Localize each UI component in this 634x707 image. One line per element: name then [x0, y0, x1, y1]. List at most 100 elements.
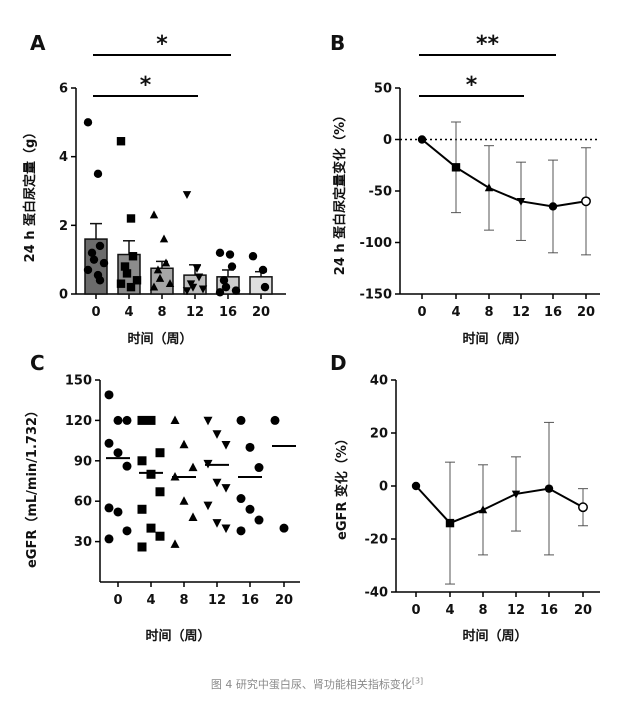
panel-d-ytick-label: 40: [370, 374, 388, 389]
panel-c-point: [104, 534, 114, 544]
panel-b-point: [484, 183, 494, 192]
panel-c-ytick-label: 30: [74, 535, 92, 550]
panel-a-point: [248, 252, 258, 261]
panel-c-point: [188, 462, 198, 472]
panel-a-point: [122, 269, 132, 278]
panel-d-xtick-label: 20: [574, 603, 592, 618]
panel-c-point: [212, 519, 222, 528]
panel-c-xtick-label: 16: [241, 593, 259, 608]
panel-c-point: [122, 461, 132, 471]
panel-c-point: [146, 469, 156, 479]
panel-a-point: [126, 282, 136, 292]
panel-d-xtick-label: 0: [411, 603, 420, 618]
panel-d-series-line: [415, 485, 584, 525]
panel-a-point: [95, 276, 105, 285]
panel-b-xlabel: 时间（周）: [462, 331, 527, 347]
panel-a-xtick-label: 16: [219, 305, 237, 320]
panel-a-plot: 0 2 4 6 0 4 8 12 16 20 **: [59, 32, 286, 320]
panel-a-point: [155, 273, 165, 282]
panel-a-point: [227, 262, 237, 271]
panel-b-point: [516, 197, 526, 206]
panel-c-point: [137, 504, 147, 514]
panel-a-point: [215, 288, 225, 297]
panel-a-point: [182, 191, 192, 200]
panel-c-xtick-label: 12: [208, 593, 226, 608]
panel-a-xtick-label: 4: [124, 305, 133, 320]
panel-b-xtick-label: 8: [484, 305, 493, 320]
panel-a-point: [182, 287, 192, 296]
panel-c: C eGFR（mL/min/1.732） 时间（周） 150 120 90 60 30 0…: [24, 351, 300, 644]
panel-a-point: [83, 265, 93, 275]
panel-a-point: [192, 264, 202, 273]
panel-a-point: [149, 282, 159, 291]
panel-a-significance-label: *: [140, 73, 152, 98]
panel-c-point: [221, 484, 231, 493]
panel-c-point: [122, 526, 132, 536]
panel-a-point: [165, 279, 175, 288]
panel-a-point: [231, 286, 241, 295]
panel-c-point: [203, 416, 213, 426]
panel-c-point: [179, 439, 189, 449]
panel-d-point: [411, 481, 421, 491]
panel-d-ytick-label: -20: [365, 533, 389, 548]
panel-a-point: [99, 258, 109, 268]
panel-a-xtick-label: 20: [252, 305, 270, 320]
panel-c-xtick-label: 4: [146, 593, 155, 608]
panel-c-point: [113, 448, 123, 458]
panel-b-point: [417, 135, 427, 144]
panel-c-ylabel: eGFR（mL/min/1.732）: [24, 404, 40, 568]
panel-d-xtick-label: 4: [445, 603, 454, 618]
panel-b-ytick-label: 0: [383, 133, 392, 148]
panel-b-ytick-label: 50: [374, 82, 392, 97]
panel-c-letter: C: [30, 351, 45, 375]
panel-c-xtick-label: 20: [275, 593, 293, 608]
panel-b-xtick-label: 20: [577, 305, 595, 320]
panel-a-point: [258, 265, 268, 275]
panel-a-point: [149, 210, 159, 219]
panel-a-point: [188, 283, 198, 292]
panel-c-point: [170, 539, 180, 548]
panel-a-point: [87, 248, 97, 257]
panel-c-point: [104, 390, 114, 400]
panel-a-point: [89, 255, 99, 264]
panel-a-ytick-label: 4: [59, 150, 68, 165]
panel-d-xlabel: 时间（周）: [462, 628, 527, 644]
panel-d-point: [578, 502, 588, 513]
panel-a-point: [83, 118, 93, 127]
panel-c-ytick-label: 150: [65, 374, 92, 389]
panel-c-point: [137, 456, 147, 466]
panel-b-ylabel: 24 h 蛋白尿定量变化（%）: [332, 109, 348, 275]
panel-b-xtick-label: 12: [512, 305, 530, 320]
panel-a-point: [221, 282, 231, 292]
panel-d-xtick-label: 8: [478, 603, 487, 618]
panel-c-point: [137, 415, 147, 425]
panel-a-xtick-label: 0: [91, 305, 100, 320]
panel-c-point: [179, 496, 189, 505]
panel-a-point: [225, 250, 235, 259]
panel-d-ytick-label: 20: [370, 427, 388, 442]
panel-b-ytick-label: -150: [359, 288, 392, 303]
panel-c-xtick-label: 8: [179, 593, 188, 608]
panel-c-point: [245, 504, 255, 514]
panel-c-point: [113, 415, 123, 425]
panel-d-point: [478, 505, 488, 514]
panel-c-point: [188, 512, 198, 521]
panel-a-xtick-label: 8: [157, 305, 166, 320]
panel-d-ylabel: eGFR 变化（%）: [334, 432, 350, 540]
panel-c-xlabel: 时间（周）: [145, 628, 210, 644]
panel-b-ytick-label: -100: [359, 236, 392, 251]
panel-d-letter: D: [330, 351, 347, 375]
panel-c-point: [203, 501, 213, 511]
panel-c-point: [254, 515, 264, 525]
panel-a-point: [132, 276, 142, 285]
panel-a-point: [161, 258, 171, 267]
panel-c-point: [146, 415, 156, 425]
figure-caption: 图 4 研究中蛋白尿、肾功能相关指标变化[3]: [0, 676, 634, 692]
panel-a: A 24 h 蛋白尿定量（g） 时间（周） 0 2 4 6 0 4 8 12 16 20 **: [22, 31, 286, 347]
panel-c-point: [155, 487, 165, 497]
panel-d-point: [445, 518, 455, 528]
panel-d-ytick-label: -40: [365, 586, 389, 601]
panel-c-point: [254, 463, 264, 473]
panel-c-point: [113, 507, 123, 517]
